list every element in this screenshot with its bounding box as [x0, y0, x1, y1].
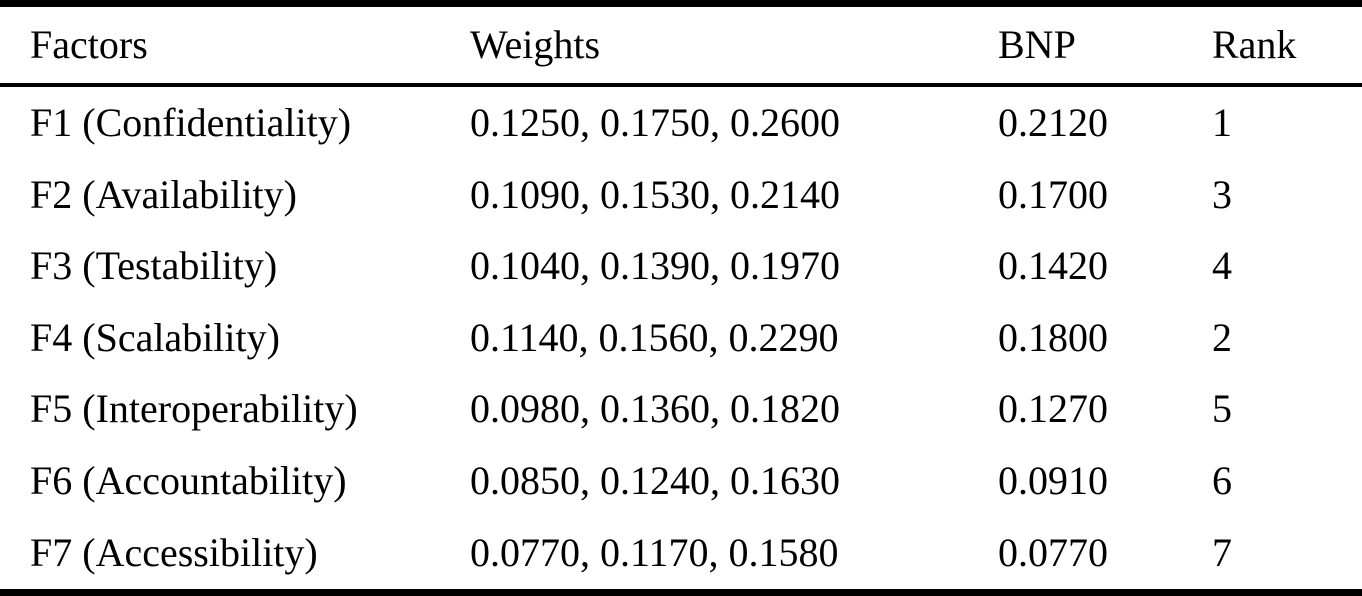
rank-cell: 5 — [1212, 386, 1232, 432]
factor-cell: F5 (Interoperability) — [30, 386, 358, 432]
table-row: F3 (Testability) 0.1040, 0.1390, 0.1970 … — [0, 230, 1362, 301]
bnp-cell: 0.1420 — [998, 243, 1108, 289]
rank-cell: 2 — [1212, 314, 1232, 360]
column-header-factors: Factors — [0, 0, 470, 87]
header-row: Factors Weights BNP Rank — [0, 0, 1362, 87]
column-header-rank: Rank — [1212, 0, 1362, 87]
rank-cell: 4 — [1212, 243, 1232, 289]
weights-cell: 0.1040, 0.1390, 0.1970 — [470, 243, 840, 289]
factor-cell: F3 (Testability) — [30, 243, 278, 289]
factor-cell: F1 (Confidentiality) — [30, 100, 352, 146]
rank-cell: 7 — [1212, 515, 1362, 596]
weights-cell: 0.0770, 0.1170, 0.1580 — [470, 515, 998, 596]
weights-cell: 0.1090, 0.1530, 0.2140 — [470, 172, 840, 218]
table-header: Factors Weights BNP Rank — [0, 0, 1362, 87]
bnp-cell: 0.2120 — [998, 100, 1108, 146]
rank-cell: 6 — [1212, 457, 1232, 503]
weights-cell: 0.0980, 0.1360, 0.1820 — [470, 386, 840, 432]
factor-cell: F2 (Availability) — [30, 172, 297, 218]
weights-cell: 0.1140, 0.1560, 0.2290 — [470, 314, 839, 360]
bnp-cell: 0.1700 — [998, 172, 1108, 218]
weights-cell: 0.0850, 0.1240, 0.1630 — [470, 457, 840, 503]
bnp-cell: 0.0910 — [998, 457, 1108, 503]
table-row: F7 (Accessibility) 0.0770, 0.1170, 0.158… — [0, 515, 1362, 596]
table-row: F6 (Accountability) 0.0850, 0.1240, 0.16… — [0, 444, 1362, 515]
rank-cell: 1 — [1212, 100, 1232, 146]
table-body: F1 (Confidentiality) 0.1250, 0.1750, 0.2… — [0, 85, 1362, 596]
bnp-cell: 0.1270 — [998, 386, 1108, 432]
table-row: F4 (Scalability) 0.1140, 0.1560, 0.2290 … — [0, 302, 1362, 373]
factor-cell: F4 (Scalability) — [30, 314, 280, 360]
factor-cell: F7 (Accessibility) — [0, 515, 470, 596]
table-row: F1 (Confidentiality) 0.1250, 0.1750, 0.2… — [0, 85, 1362, 159]
column-header-bnp: BNP — [998, 0, 1212, 87]
bnp-cell: 0.1800 — [998, 314, 1108, 360]
bnp-cell: 0.0770 — [998, 515, 1212, 596]
weights-cell: 0.1250, 0.1750, 0.2600 — [470, 100, 840, 146]
rank-cell: 3 — [1212, 172, 1232, 218]
factor-cell: F6 (Accountability) — [30, 457, 347, 503]
table-row: F5 (Interoperability) 0.0980, 0.1360, 0.… — [0, 373, 1362, 444]
table-row: F2 (Availability) 0.1090, 0.1530, 0.2140… — [0, 159, 1362, 230]
column-header-weights: Weights — [470, 0, 998, 87]
